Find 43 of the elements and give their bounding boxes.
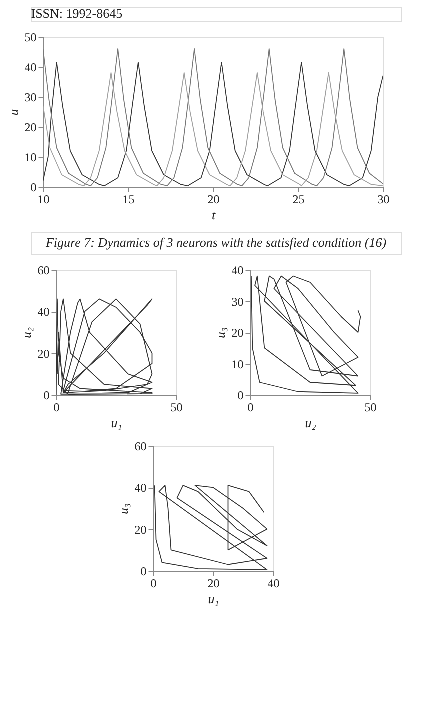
- x-tick-label: 20: [208, 576, 220, 590]
- line-series: [251, 276, 362, 394]
- x-axis-title: u₂: [305, 416, 317, 430]
- x-tick-label: 15: [122, 192, 135, 206]
- line-series: [154, 485, 268, 570]
- y-tick-label: 10: [24, 150, 37, 164]
- x-tick-label: 40: [268, 576, 280, 590]
- text: ISSN: 1992-8645: [31, 6, 123, 21]
- y-tick-label: 40: [38, 305, 50, 320]
- x-tick-label: 30: [378, 192, 390, 206]
- y-tick-label: 0: [44, 388, 50, 402]
- y-tick-label: 50: [24, 30, 37, 44]
- y-axis-title: u: [6, 108, 21, 116]
- x-tick-label: 0: [248, 400, 254, 414]
- y-tick-label: 20: [38, 346, 50, 361]
- y-tick-label: 0: [30, 180, 37, 194]
- line-series: [56, 298, 153, 395]
- x-tick-label: 20: [208, 192, 220, 206]
- y-tick-label: 10: [232, 357, 244, 372]
- x-tick-label: 25: [292, 192, 305, 206]
- y-tick-label: 20: [134, 522, 147, 537]
- x-axis-title: u₁: [111, 416, 122, 430]
- y-tick-label: 30: [232, 294, 244, 309]
- y-tick-label: 0: [238, 388, 244, 402]
- y-axis-title: u₃: [212, 327, 228, 339]
- y-tick-label: 0: [140, 564, 147, 578]
- y-axis-title: u₂: [18, 327, 34, 339]
- y-tick-label: 60: [134, 440, 147, 454]
- y-tick-label: 40: [24, 60, 37, 74]
- y-tick-label: 20: [24, 120, 37, 134]
- caption: Figure 7: Dynamics of 3 neurons with the satisfied condition (16): [44, 235, 387, 250]
- x-axis-title: u₁: [208, 592, 220, 606]
- x-tick-label: 50: [170, 400, 183, 414]
- y-axis-title: u₃: [116, 503, 131, 515]
- y-tick-label: 60: [38, 264, 50, 278]
- x-tick-label: 0: [54, 400, 60, 414]
- y-tick-label: 20: [232, 326, 244, 340]
- y-tick-label: 30: [24, 90, 37, 104]
- x-axis-title: t: [212, 208, 216, 222]
- x-tick-label: 50: [364, 400, 377, 414]
- y-tick-label: 40: [232, 264, 244, 278]
- y-tick-label: 40: [134, 481, 147, 496]
- x-tick-label: 0: [150, 576, 157, 590]
